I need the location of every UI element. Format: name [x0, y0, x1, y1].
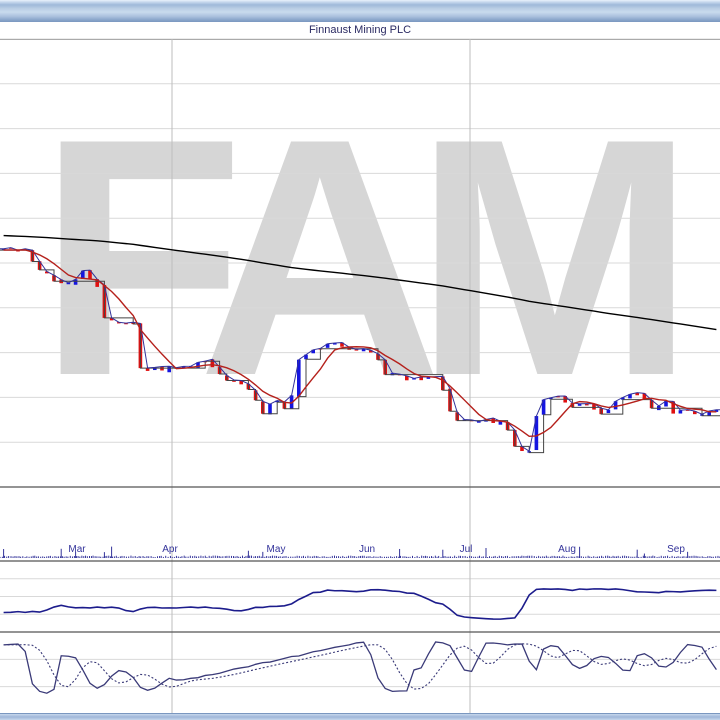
svg-text:Jun: Jun	[359, 544, 375, 555]
svg-text:Jul: Jul	[460, 544, 473, 555]
svg-text:Mar: Mar	[68, 544, 86, 555]
svg-text:Apr: Apr	[162, 544, 178, 555]
svg-text:May: May	[267, 544, 286, 555]
svg-text:Sep: Sep	[667, 544, 685, 555]
svg-text:Aug: Aug	[558, 544, 576, 555]
svg-text:FAM: FAM	[38, 68, 678, 446]
